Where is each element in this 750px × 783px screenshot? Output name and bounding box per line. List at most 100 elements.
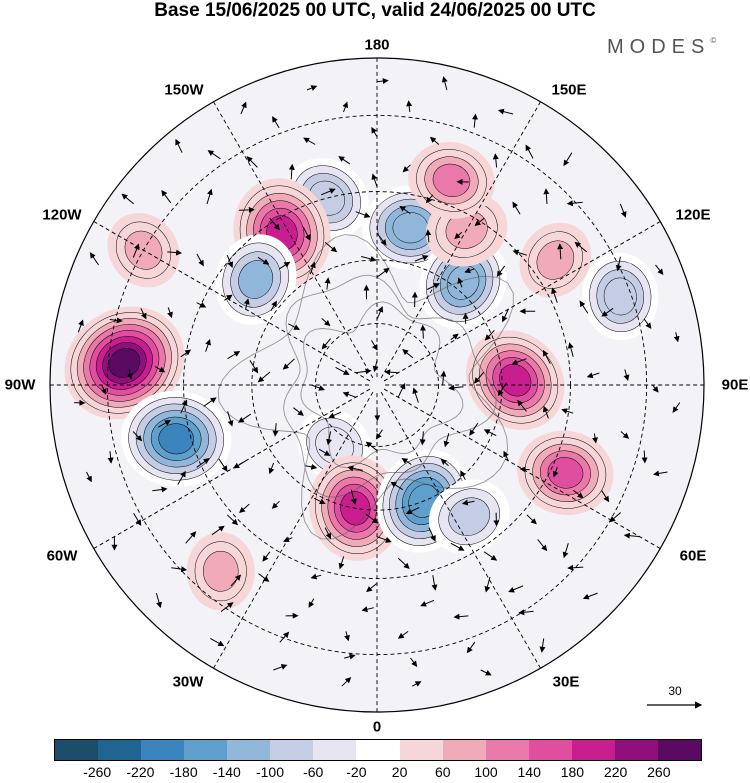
wind-vector [537, 539, 548, 552]
longitude-label-0: 0 [372, 718, 382, 736]
wind-vector [271, 500, 280, 509]
wind-vector [402, 349, 414, 359]
wind-vector [303, 137, 316, 145]
wind-vector [375, 429, 383, 440]
wind-vector [243, 298, 250, 310]
wind-vector [237, 413, 252, 423]
wind-vector [227, 411, 234, 427]
colorbar-segment [657, 740, 701, 760]
wind-vector [227, 350, 241, 360]
wind-vector [288, 323, 300, 330]
wind-vector [410, 657, 418, 668]
anomaly-cell [408, 141, 495, 219]
wind-vector [655, 264, 664, 275]
wind-vector [239, 503, 250, 514]
anomaly-field [50, 58, 704, 712]
wind-vector [651, 384, 659, 393]
wind-vector [324, 242, 338, 253]
wind-vector [405, 507, 420, 515]
wind-vector [109, 317, 123, 324]
wind-vector [376, 267, 390, 278]
wind-vector [572, 489, 584, 499]
wind-vector [226, 255, 234, 268]
wind-vector [474, 217, 485, 227]
wind-vector [321, 318, 331, 327]
anomaly-cell [428, 479, 510, 554]
wind-vector [306, 85, 318, 91]
wind-vector [177, 470, 186, 485]
wind-vector [326, 431, 333, 446]
wind-vector [615, 256, 622, 272]
wind-vector [207, 150, 221, 160]
wind-vector [461, 499, 475, 506]
wind-vector [240, 101, 247, 115]
wind-vector [313, 497, 326, 505]
wind-vector [431, 575, 438, 591]
wind-vector [453, 613, 469, 620]
wind-vector [310, 573, 322, 580]
wind-vector [450, 333, 459, 341]
wind-vector [133, 512, 142, 526]
wind-vector [503, 450, 509, 462]
wind-vector [376, 78, 389, 85]
wind-vector [344, 631, 350, 642]
wind-vector [282, 358, 295, 370]
wind-vector [518, 609, 534, 616]
wind-vector [483, 429, 497, 437]
wind-vector [484, 329, 495, 341]
colorbar-segment [356, 740, 400, 760]
wind-vector [341, 677, 352, 687]
wind-vector [305, 463, 318, 470]
wind-vector [428, 527, 436, 542]
wind-vector [566, 200, 583, 207]
wind-vector [272, 116, 280, 129]
wind-vector [561, 408, 574, 415]
wind-vector [402, 164, 411, 173]
wind-vector [272, 423, 279, 437]
wind-vector [376, 232, 387, 246]
wind-vector [293, 407, 304, 416]
colorbar-segment [98, 740, 142, 760]
wind-vector [643, 318, 652, 329]
longitude-label-30e: 30E [552, 673, 580, 691]
wind-vector [512, 249, 527, 256]
wind-vector [226, 514, 239, 526]
wind-vector [551, 287, 558, 303]
colorbar-tick-label: 260 [647, 764, 671, 780]
wind-vector [399, 205, 411, 215]
wind-vector [262, 551, 271, 562]
wind-vector [230, 574, 242, 587]
anomaly-cell [186, 532, 255, 611]
wind-vector [623, 532, 640, 539]
wind-vector [268, 462, 275, 475]
wind-vector [288, 163, 295, 180]
wind-vector [448, 384, 464, 391]
wind-vector [175, 138, 183, 153]
wind-vector [302, 226, 311, 241]
wind-vector [86, 471, 92, 483]
wind-vector [89, 252, 99, 266]
wind-vector [557, 243, 564, 260]
wind-vector [440, 458, 449, 467]
colorbar-tick-label: -60 [303, 764, 324, 780]
wind-vector [249, 360, 259, 374]
wind-vector [609, 512, 622, 523]
wind-vector [641, 450, 648, 464]
wind-vector [308, 598, 315, 608]
wind-vector [185, 531, 197, 544]
wind-vector [406, 100, 413, 112]
wind-vector [579, 300, 589, 314]
wind-vector [257, 371, 271, 383]
wind-vector [620, 431, 630, 439]
wind-vector [309, 261, 316, 275]
coastline [283, 274, 497, 498]
anomaly-cell [297, 409, 372, 482]
wind-vector [321, 188, 336, 196]
colorbar-segment [571, 740, 615, 760]
longitude-label-180: 180 [364, 36, 390, 54]
wind-vector [224, 294, 233, 301]
wind-vector [542, 349, 551, 364]
wind-vector [355, 368, 372, 375]
wind-vector [140, 308, 147, 320]
wind-vector [420, 599, 435, 607]
